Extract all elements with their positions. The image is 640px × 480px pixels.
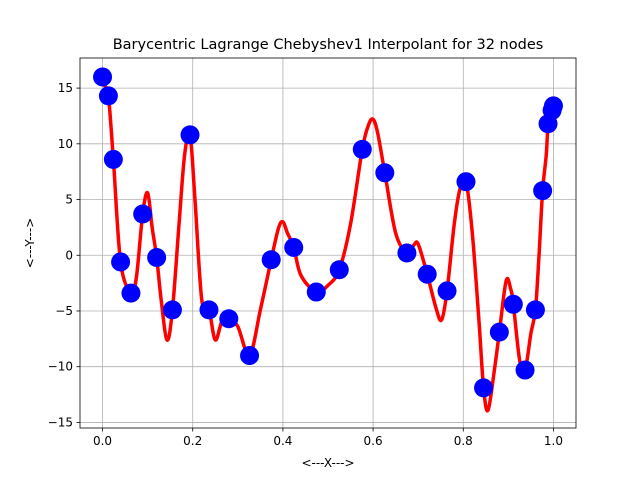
node-point (240, 346, 260, 366)
node-point (98, 86, 118, 106)
chart-title: Barycentric Lagrange Chebyshev1 Interpol… (113, 37, 544, 53)
x-axis-label: <---X---> (301, 456, 354, 470)
x-tick-label: 1.0 (544, 434, 563, 448)
y-tick-label: 15 (58, 81, 73, 95)
node-point (352, 139, 372, 159)
node-point (133, 204, 153, 224)
node-point (533, 181, 553, 201)
node-point (489, 322, 509, 342)
node-point (162, 300, 182, 320)
interpolant-line (100, 75, 556, 413)
y-tick-label: 10 (58, 137, 73, 151)
node-point (219, 309, 239, 329)
node-point (503, 294, 523, 314)
node-point (437, 281, 457, 301)
y-tick-label: 0 (65, 248, 73, 262)
node-point (103, 149, 123, 169)
y-axis-label: <---Y---> (23, 218, 37, 269)
x-axis-ticks: 0.0 0.2 0.4 0.6 0.8 1.0 (93, 428, 563, 448)
node-point (515, 360, 535, 380)
x-tick-label: 0.4 (273, 434, 292, 448)
plot-frame (79, 57, 577, 429)
node-point (261, 250, 281, 270)
node-point (474, 378, 494, 398)
node-point (111, 252, 131, 272)
node-point (456, 172, 476, 192)
node-point (306, 282, 326, 302)
node-point (180, 125, 200, 145)
node-point (525, 300, 545, 320)
node-point (93, 67, 113, 87)
x-tick-label: 0.0 (93, 434, 112, 448)
y-tick-label: −10 (48, 360, 73, 374)
node-point (121, 283, 141, 303)
y-axis-ticks: −15 −10 −5 0 5 10 15 (48, 81, 80, 429)
y-tick-label: −15 (48, 415, 73, 429)
node-point (375, 163, 395, 183)
x-tick-label: 0.6 (364, 434, 383, 448)
node-point (543, 96, 563, 116)
node-point (329, 260, 349, 280)
interpolant-series (100, 75, 556, 413)
node-point (417, 264, 437, 284)
node-point (284, 237, 304, 257)
node-point (397, 243, 417, 263)
node-point (199, 300, 219, 320)
y-tick-label: −5 (55, 304, 73, 318)
node-points-series (93, 67, 563, 398)
x-tick-label: 0.8 (454, 434, 473, 448)
x-tick-label: 0.2 (183, 434, 202, 448)
node-point (147, 247, 167, 267)
y-tick-label: 5 (65, 193, 73, 207)
